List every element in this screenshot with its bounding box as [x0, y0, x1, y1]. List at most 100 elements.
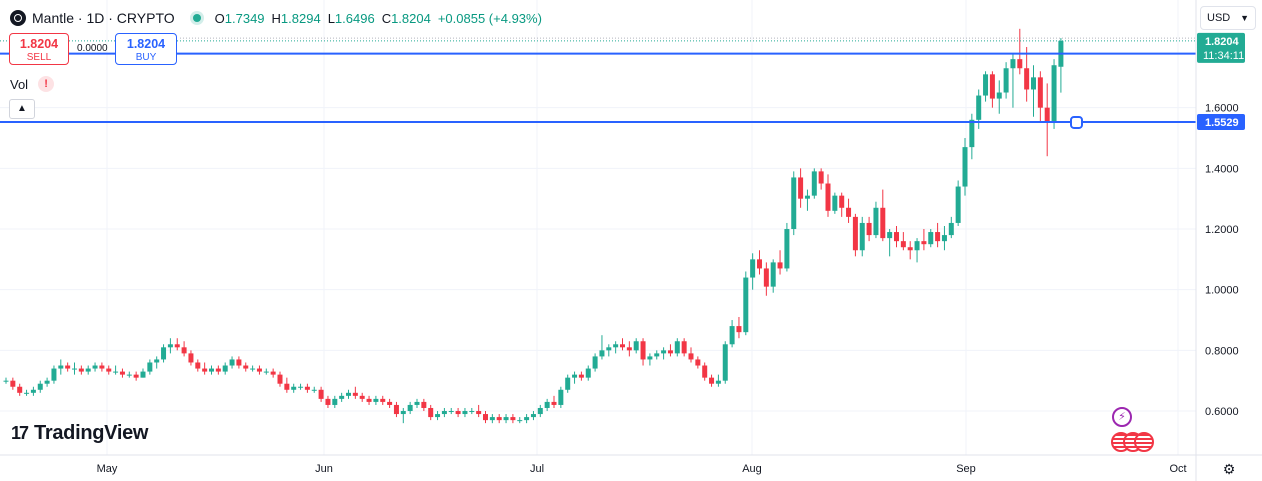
candle[interactable]	[10, 377, 16, 390]
candle[interactable]	[496, 414, 502, 424]
candle[interactable]	[1058, 38, 1064, 93]
candle[interactable]	[565, 374, 571, 393]
candle[interactable]	[955, 180, 961, 226]
candle[interactable]	[140, 368, 146, 378]
candle[interactable]	[736, 316, 742, 339]
candle[interactable]	[846, 198, 852, 223]
candle[interactable]	[352, 386, 358, 399]
candle[interactable]	[962, 138, 968, 196]
candle[interactable]	[17, 383, 23, 396]
candle[interactable]	[51, 365, 57, 384]
candle[interactable]	[304, 383, 310, 393]
candle[interactable]	[784, 222, 790, 272]
candle[interactable]	[544, 398, 550, 412]
candle[interactable]	[948, 216, 954, 239]
candle[interactable]	[325, 395, 331, 408]
candle[interactable]	[181, 341, 187, 357]
candle[interactable]	[92, 362, 98, 372]
candle[interactable]	[743, 271, 749, 336]
candle[interactable]	[606, 344, 612, 357]
candle[interactable]	[1037, 71, 1043, 123]
candle[interactable]	[154, 356, 160, 369]
candle[interactable]	[1031, 65, 1036, 117]
candle[interactable]	[592, 353, 598, 372]
candle[interactable]	[681, 338, 687, 357]
candle[interactable]	[866, 216, 872, 242]
candle[interactable]	[907, 241, 913, 260]
candle[interactable]	[462, 407, 468, 418]
candle[interactable]	[626, 341, 632, 357]
currency-select[interactable]: USD ▼	[1200, 6, 1256, 30]
candle[interactable]	[1051, 59, 1057, 129]
candle[interactable]	[298, 383, 304, 390]
candle[interactable]	[688, 347, 694, 363]
candle[interactable]	[483, 411, 488, 424]
candle[interactable]	[387, 398, 393, 408]
tradingview-logo[interactable]: 17 TradingView	[11, 422, 148, 445]
candle[interactable]	[750, 253, 756, 290]
candle[interactable]	[852, 213, 858, 257]
candle[interactable]	[167, 338, 173, 354]
candle[interactable]	[119, 368, 125, 378]
candle[interactable]	[709, 374, 715, 387]
candle[interactable]	[222, 362, 228, 375]
candle[interactable]	[147, 359, 153, 375]
candle[interactable]	[503, 414, 509, 424]
settings-gear-icon[interactable]: ⚙	[1222, 461, 1236, 477]
candle[interactable]	[24, 389, 30, 396]
candle[interactable]	[702, 362, 708, 381]
candle[interactable]	[469, 407, 475, 415]
candle[interactable]	[578, 371, 584, 381]
candle[interactable]	[58, 359, 64, 375]
candle[interactable]	[517, 417, 523, 424]
warning-icon[interactable]: !	[38, 76, 55, 92]
candle[interactable]	[243, 362, 249, 372]
candle[interactable]	[407, 401, 413, 415]
sell-button[interactable]: 1.8204 SELL	[9, 33, 69, 65]
candle[interactable]	[832, 192, 838, 214]
candle[interactable]	[729, 320, 735, 348]
candle[interactable]	[284, 377, 290, 393]
candle[interactable]	[366, 395, 372, 405]
candle[interactable]	[969, 113, 975, 160]
candle[interactable]	[647, 353, 653, 366]
candle[interactable]	[133, 371, 139, 381]
candle[interactable]	[435, 411, 441, 421]
candle[interactable]	[65, 362, 71, 372]
candle[interactable]	[873, 201, 879, 239]
candle[interactable]	[914, 238, 920, 263]
candle[interactable]	[30, 386, 36, 396]
candle[interactable]	[572, 371, 578, 384]
us-flag-event-icon[interactable]	[1134, 432, 1154, 452]
candle[interactable]	[585, 365, 591, 381]
candle[interactable]	[229, 356, 235, 369]
candle[interactable]	[839, 192, 845, 217]
candle[interactable]	[996, 80, 1002, 114]
candle[interactable]	[400, 407, 406, 424]
candle[interactable]	[113, 365, 119, 375]
candle[interactable]	[277, 371, 283, 387]
candle[interactable]	[1024, 47, 1030, 102]
candle[interactable]	[983, 71, 989, 102]
symbol-title[interactable]: Mantle · 1D · CRYPTO	[32, 10, 175, 26]
candle[interactable]	[380, 395, 386, 405]
candle[interactable]	[928, 229, 934, 248]
candle[interactable]	[202, 362, 208, 375]
volume-indicator[interactable]: Vol !	[10, 76, 55, 92]
candle[interactable]	[1010, 53, 1016, 108]
candle[interactable]	[339, 392, 345, 402]
candle[interactable]	[880, 189, 886, 242]
candle[interactable]	[1044, 83, 1050, 157]
candle[interactable]	[476, 404, 482, 418]
candle[interactable]	[44, 377, 50, 387]
candle[interactable]	[791, 171, 797, 236]
candle[interactable]	[798, 168, 804, 208]
candle[interactable]	[291, 383, 297, 393]
candle[interactable]	[620, 338, 625, 351]
candle[interactable]	[85, 365, 91, 375]
candle[interactable]	[894, 225, 899, 248]
candle[interactable]	[263, 368, 269, 375]
candle[interactable]	[976, 89, 982, 129]
candle[interactable]	[455, 407, 461, 418]
